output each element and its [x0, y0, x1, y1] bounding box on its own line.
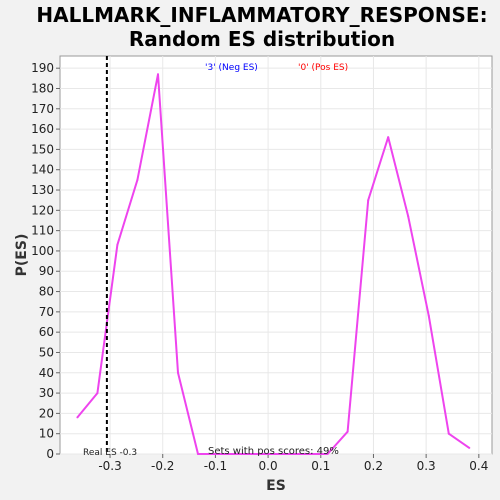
data-point: [96, 392, 99, 395]
y-tick-label: 150: [31, 142, 54, 156]
real-es-label: Real ES -0.3: [83, 448, 137, 458]
y-tick-label: 10: [39, 427, 54, 441]
y-tick-label: 190: [31, 61, 54, 75]
data-point: [157, 73, 159, 76]
data-point: [326, 453, 329, 455]
y-tick-label: 90: [39, 264, 54, 278]
data-point: [447, 432, 450, 435]
x-tick-label: 0.0: [259, 459, 278, 473]
data-point: [367, 199, 370, 202]
pos-scores-label: Sets with pos scores: 49%: [208, 446, 339, 457]
data-point: [116, 243, 119, 246]
x-axis-title: ES: [266, 478, 286, 494]
y-tick-label: 170: [31, 102, 54, 116]
y-tick-label: 40: [39, 366, 54, 380]
neg-es-label: '3' (Neg ES): [205, 63, 258, 73]
x-tick-label: 0.3: [417, 459, 436, 473]
pos-es-label: '0' (Pos ES): [298, 63, 348, 73]
y-tick-label: 0: [46, 447, 54, 461]
data-point: [407, 215, 410, 218]
data-point: [387, 136, 390, 139]
data-point: [346, 430, 349, 433]
x-tick-label: 0.2: [364, 459, 383, 473]
data-point: [197, 453, 199, 455]
series-group: [76, 73, 471, 455]
y-tick-label: 140: [31, 163, 54, 177]
y-tick-label: 130: [31, 183, 54, 197]
plot-area: [59, 55, 493, 455]
data-point: [427, 314, 430, 317]
y-tick-label: 180: [31, 81, 54, 95]
x-tick-label: -0.2: [151, 459, 174, 473]
axis-ticks: 0 10 20 30 40 50 60 70 80 90 100 110 120 130 140 150 160…: [31, 61, 488, 473]
y-tick-label: 60: [39, 325, 54, 339]
y-tick-label: 50: [39, 345, 54, 359]
data-point: [177, 371, 179, 374]
y-tick-label: 160: [31, 122, 54, 136]
y-tick-label: 100: [31, 244, 54, 258]
y-tick-label: 80: [39, 285, 54, 299]
y-tick-label: 30: [39, 386, 54, 400]
data-point: [136, 178, 139, 181]
x-tick-label: 0.4: [469, 459, 488, 473]
grid: [60, 56, 492, 455]
x-tick-label: -0.1: [204, 459, 227, 473]
data-point: [76, 416, 79, 419]
chart-title-line2: Random ES distribution: [129, 27, 395, 51]
y-axis-title: P(ES): [14, 234, 30, 277]
chart-title-line1: HALLMARK_INFLAMMATORY_RESPONSE:: [36, 3, 487, 27]
x-tick-label: -0.3: [98, 459, 121, 473]
data-point: [468, 446, 471, 449]
y-tick-label: 110: [31, 224, 54, 238]
x-tick-label: 0.1: [311, 459, 330, 473]
y-tick-label: 120: [31, 203, 54, 217]
y-tick-label: 70: [39, 305, 54, 319]
y-tick-label: 20: [39, 406, 54, 420]
